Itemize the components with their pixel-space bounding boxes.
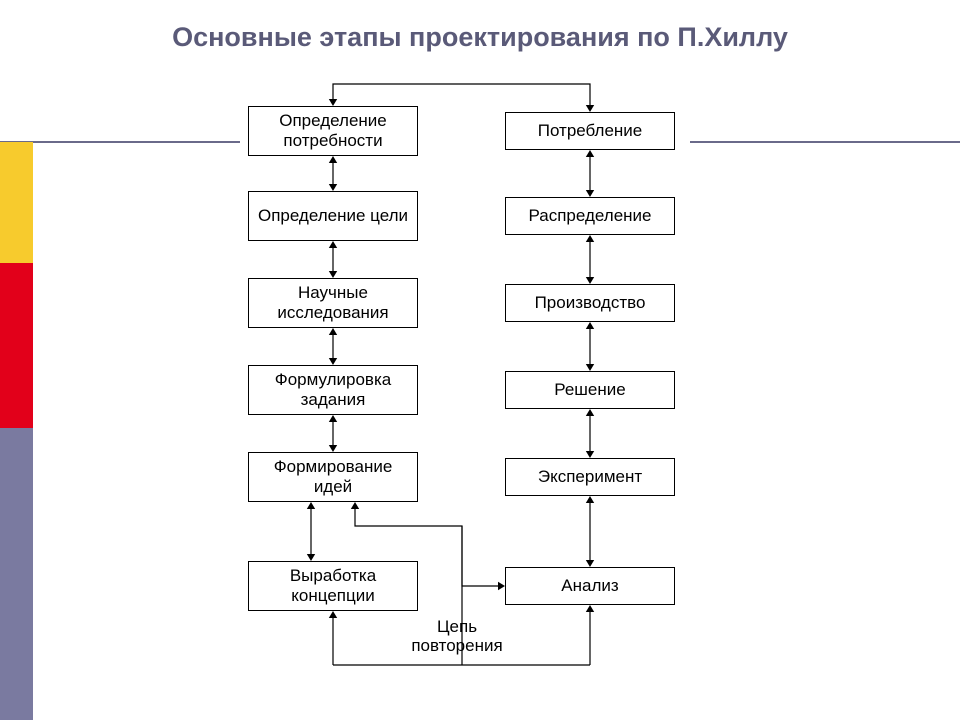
- repeat-cycle-label-line2: повторения: [392, 637, 522, 656]
- node-r3: Производство: [505, 284, 675, 322]
- node-l6: Выработка концепции: [248, 561, 418, 611]
- node-r4: Решение: [505, 371, 675, 409]
- node-l2: Определение цели: [248, 191, 418, 241]
- node-l3: Научные исследования: [248, 278, 418, 328]
- page-title: Основные этапы проектирования по П.Хиллу: [100, 22, 860, 53]
- node-r2: Распределение: [505, 197, 675, 235]
- divider-left: [0, 141, 240, 143]
- connector-layer: [0, 0, 960, 720]
- node-r5: Эксперимент: [505, 458, 675, 496]
- diagram-stage: Основные этапы проектирования по П.Хиллу…: [0, 0, 960, 720]
- node-l1: Определение потребности: [248, 106, 418, 156]
- node-l4: Формулировка задания: [248, 365, 418, 415]
- node-l5: Формирование идей: [248, 452, 418, 502]
- repeat-cycle-label: Цепьповторения: [392, 618, 522, 655]
- divider-right: [690, 141, 960, 143]
- repeat-cycle-label-line1: Цепь: [392, 618, 522, 637]
- node-r6: Анализ: [505, 567, 675, 605]
- side-stripe-0: [0, 142, 33, 263]
- side-stripe-2: [0, 428, 33, 720]
- node-r1: Потребление: [505, 112, 675, 150]
- side-stripe-1: [0, 263, 33, 428]
